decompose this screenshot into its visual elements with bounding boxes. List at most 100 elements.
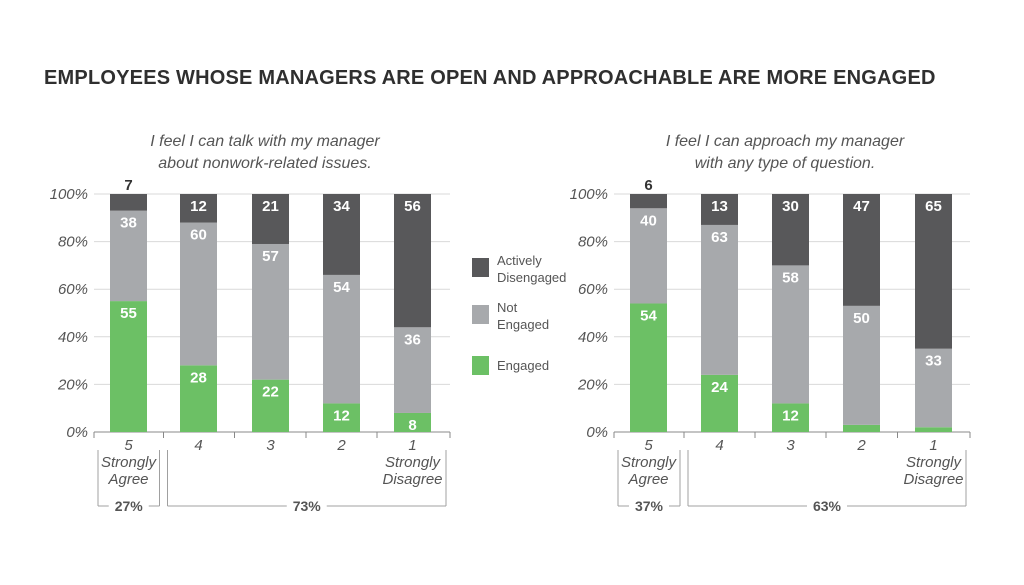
bar-segment-engaged <box>110 301 147 432</box>
data-label: 54 <box>333 279 350 296</box>
figure-title: EMPLOYEES WHOSE MANAGERS ARE OPEN AND AP… <box>44 67 936 89</box>
group-percentage-label: 73% <box>293 498 322 514</box>
bar-segment-not-engaged <box>394 327 431 413</box>
x-category-label: 4 <box>194 437 202 454</box>
y-tick-label: 0% <box>586 424 608 441</box>
bar-segment-not-engaged <box>180 222 217 366</box>
data-label: 12 <box>333 407 350 424</box>
data-label: 60 <box>190 227 207 244</box>
bar-segment-not-engaged <box>843 305 880 425</box>
y-tick-label: 0% <box>66 424 88 441</box>
data-label: 30 <box>782 198 799 215</box>
data-label: 24 <box>711 379 728 396</box>
y-tick-label: 40% <box>578 329 608 346</box>
data-label: 36 <box>404 331 421 348</box>
bar-segment-engaged <box>323 403 360 432</box>
bar-segment-not-engaged <box>630 208 667 304</box>
anchor-label-left: Agree <box>627 471 668 488</box>
anchor-label-left: Strongly <box>101 454 158 471</box>
bar-segment-engaged <box>915 427 952 432</box>
data-label: 47 <box>853 198 870 215</box>
y-tick-label: 60% <box>58 281 88 298</box>
chart-subtitle-line: with any type of question. <box>695 155 876 172</box>
data-label: 12 <box>190 198 207 215</box>
y-tick-label: 20% <box>57 376 88 393</box>
data-label: 57 <box>262 248 279 265</box>
bar-segment-engaged <box>772 403 809 432</box>
bar-segment-actively-disengaged <box>323 194 360 275</box>
data-label: 28 <box>190 369 207 386</box>
legend-label: Engaged <box>497 317 549 332</box>
y-tick-label: 80% <box>578 234 608 251</box>
bar-segment-actively-disengaged <box>252 194 289 244</box>
bar-segment-not-engaged <box>701 224 738 375</box>
data-label: 56 <box>404 198 421 215</box>
x-category-label: 2 <box>856 437 866 454</box>
group-percentage-label: 37% <box>635 498 664 514</box>
x-category-label: 3 <box>266 437 275 454</box>
bar-segment-actively-disengaged <box>180 194 217 223</box>
bar-segment-engaged <box>394 412 431 432</box>
data-label: 8 <box>408 417 416 434</box>
x-category-label: 5 <box>644 437 653 454</box>
bar-segment-not-engaged <box>323 274 360 404</box>
chart-subtitle-line: I feel I can approach my manager <box>666 133 905 150</box>
y-tick-label: 20% <box>577 376 608 393</box>
x-category-label: 1 <box>408 437 416 454</box>
bar-segment-actively-disengaged <box>394 194 431 328</box>
data-label: 50 <box>853 310 870 327</box>
data-label: 13 <box>711 198 728 215</box>
bar-segment-actively-disengaged <box>843 194 880 306</box>
data-label: 21 <box>262 198 279 215</box>
legend-label: Engaged <box>497 358 549 373</box>
legend-swatch-actively-disengaged <box>472 258 489 277</box>
data-label: 12 <box>782 407 799 424</box>
chart-panel-approach-question: I feel I can approach my manager with any… <box>570 133 971 514</box>
bar-segment-not-engaged <box>772 265 809 404</box>
y-tick-label: 80% <box>58 234 88 251</box>
data-label: 33 <box>925 353 942 370</box>
legend-label: Not <box>497 300 518 315</box>
x-category-label: 2 <box>336 437 346 454</box>
legend-swatch-engaged <box>472 356 489 375</box>
group-percentage-label: 63% <box>813 498 842 514</box>
data-label: 22 <box>262 384 279 401</box>
bar-segment-not-engaged <box>110 210 147 302</box>
bar-segment-not-engaged <box>915 348 952 428</box>
anchor-label-right: Disagree <box>382 471 442 488</box>
x-category-label: 1 <box>929 437 937 454</box>
anchor-label-right: Disagree <box>903 471 963 488</box>
data-label: 6 <box>644 177 652 194</box>
y-tick-label: 60% <box>578 281 608 298</box>
data-label: 58 <box>782 269 799 286</box>
anchor-label-right: Strongly <box>906 454 963 471</box>
bar-segment-actively-disengaged <box>110 194 147 211</box>
y-tick-label: 40% <box>58 329 88 346</box>
bar-segment-engaged <box>180 365 217 432</box>
bar-segment-not-engaged <box>252 243 289 380</box>
data-label: 40 <box>640 212 657 229</box>
y-tick-label: 100% <box>570 186 608 203</box>
bar-segment-actively-disengaged <box>701 194 738 225</box>
data-label: 34 <box>333 198 350 215</box>
x-category-label: 3 <box>786 437 795 454</box>
chart-panel-talk-nonwork: I feel I can talk with my manager about n… <box>50 133 451 514</box>
data-label: 65 <box>925 198 942 215</box>
anchor-label-left: Agree <box>107 471 148 488</box>
data-label: 63 <box>711 229 728 246</box>
data-label: 54 <box>640 307 657 324</box>
bar-segment-engaged <box>843 424 880 432</box>
data-label: 38 <box>120 215 137 232</box>
bar-segment-engaged <box>252 379 289 432</box>
bar-segment-actively-disengaged <box>630 194 667 209</box>
legend-label: Disengaged <box>497 270 566 285</box>
x-category-label: 5 <box>124 437 133 454</box>
anchor-label-right: Strongly <box>385 454 442 471</box>
chart-legend: Actively Disengaged Not Engaged Engaged <box>472 253 566 375</box>
anchor-label-left: Strongly <box>621 454 678 471</box>
chart-subtitle-line: about nonwork-related issues. <box>158 155 371 172</box>
group-percentage-label: 27% <box>115 498 144 514</box>
bar-segment-engaged <box>701 374 738 432</box>
bar-segment-actively-disengaged <box>772 194 809 266</box>
